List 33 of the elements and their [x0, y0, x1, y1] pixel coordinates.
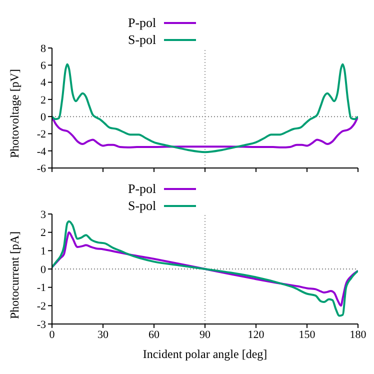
x-tick-label: 60: [148, 328, 160, 341]
y-tick-label: 0: [40, 111, 46, 124]
y-tick-label: -1: [36, 282, 46, 294]
legend-label: S-pol: [128, 32, 156, 48]
x-tick-label: 120: [248, 328, 265, 341]
x-tick-label: 90: [200, 328, 211, 341]
x-axis-title: Incident polar angle [deg]: [142, 347, 268, 361]
y-tick-label: 3: [40, 208, 46, 221]
line-series: [52, 116, 358, 148]
y-tick-label: -6: [36, 162, 46, 175]
x-tick-label: 0: [49, 328, 56, 341]
y-tick-label: -2: [36, 128, 46, 141]
y-tick-label: -4: [36, 146, 46, 158]
y-tick-label: 8: [40, 42, 46, 55]
x-tick-label: 30: [98, 328, 109, 341]
y-axis-title: Photocurrent [pA]: [7, 231, 22, 319]
line-series: [52, 231, 358, 307]
x-tick-label: 180: [350, 328, 367, 341]
legend-label: P-pol: [128, 14, 156, 30]
y-tick-label: 4: [40, 77, 46, 90]
y-tick-label: -3: [36, 318, 46, 331]
y-tick-label: 2: [40, 94, 46, 106]
y-tick-label: 1: [40, 246, 46, 258]
y-tick-label: 2: [40, 227, 46, 240]
line-series: [52, 220, 358, 317]
line-series: [52, 63, 358, 154]
legend-label: P-pol: [128, 180, 156, 196]
y-tick-label: 0: [40, 264, 46, 276]
y-axis-title: Photovoltage [pV]: [7, 69, 22, 158]
y-tick-label: -2: [36, 300, 46, 313]
y-tick-label: 6: [40, 60, 46, 72]
legend-label: S-pol: [128, 198, 156, 214]
x-tick-label: 150: [298, 328, 316, 341]
